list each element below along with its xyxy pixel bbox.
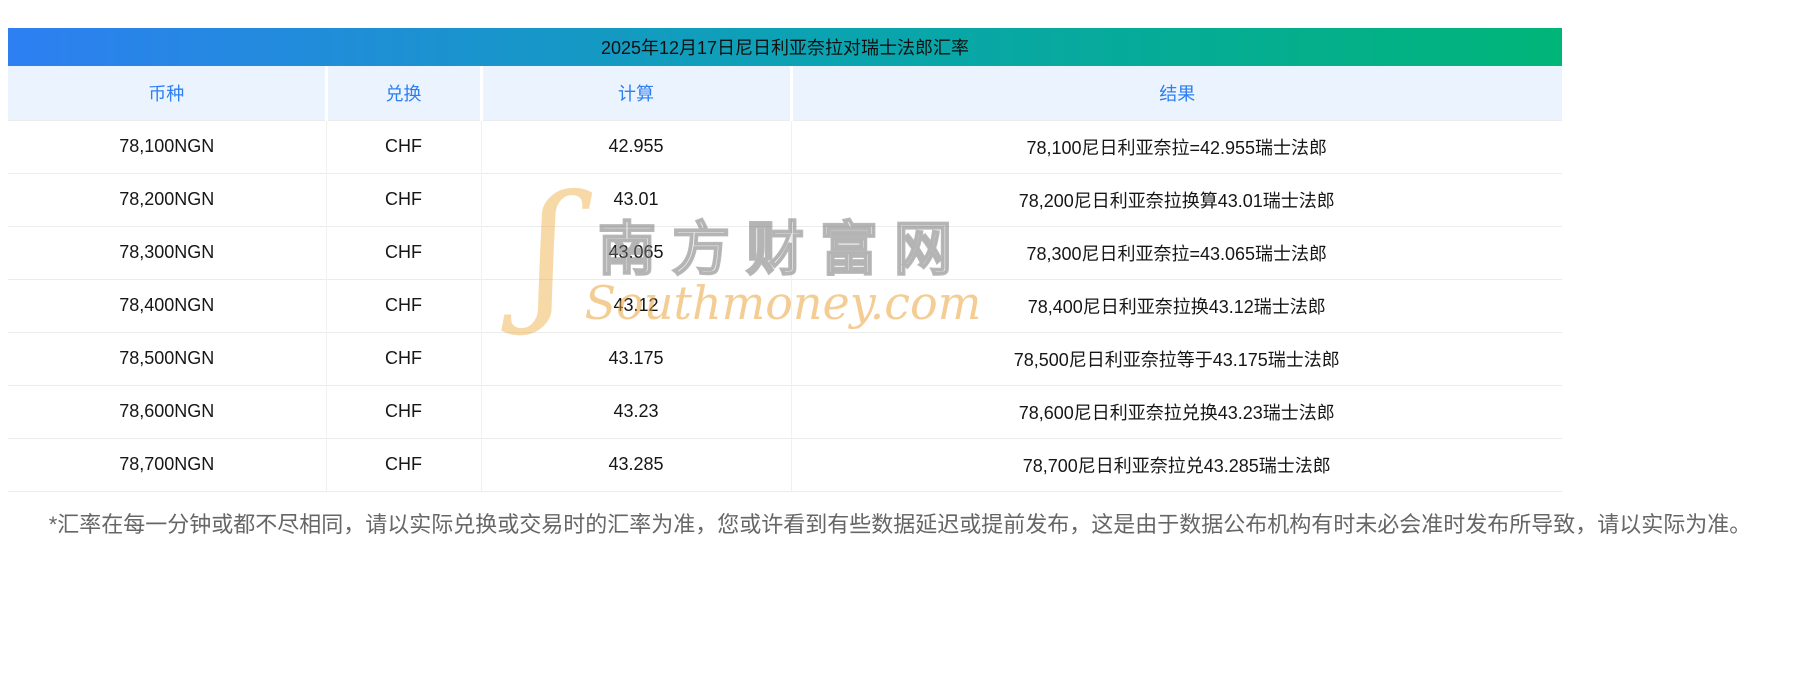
calc-cell: 43.065	[481, 225, 792, 279]
currency-cell: 78,200NGN	[8, 172, 327, 226]
table-row: 78,500NGN CHF 43.175 78,500尼日利亚奈拉等于43.17…	[8, 331, 1562, 385]
result-cell: 78,200尼日利亚奈拉换算43.01瑞士法郎	[791, 172, 1562, 226]
column-header-calc: 计算	[481, 66, 793, 120]
result-cell: 78,600尼日利亚奈拉兑换43.23瑞士法郎	[791, 384, 1562, 438]
currency-cell: 78,400NGN	[8, 278, 327, 332]
exchange-cell: CHF	[326, 278, 482, 332]
calc-cell: 43.01	[481, 172, 792, 226]
currency-cell: 78,600NGN	[8, 384, 327, 438]
result-cell: 78,700尼日利亚奈拉兑43.285瑞士法郎	[791, 437, 1562, 492]
result-cell: 78,100尼日利亚奈拉=42.955瑞士法郎	[791, 119, 1562, 173]
currency-cell: 78,100NGN	[8, 119, 327, 173]
calc-cell: 43.23	[481, 384, 792, 438]
exchange-rate-panel: 2025年12月17日尼日利亚奈拉对瑞士法郎汇率 币种 兑换 计算 结果 78,…	[8, 28, 1562, 492]
page-title: 2025年12月17日尼日利亚奈拉对瑞士法郎汇率	[8, 28, 1562, 66]
currency-cell: 78,300NGN	[8, 225, 327, 279]
currency-cell: 78,700NGN	[8, 437, 327, 492]
exchange-cell: CHF	[326, 437, 482, 492]
exchange-cell: CHF	[326, 384, 482, 438]
exchange-cell: CHF	[326, 172, 482, 226]
exchange-cell: CHF	[326, 331, 482, 385]
column-header-result: 结果	[791, 66, 1562, 120]
exchange-cell: CHF	[326, 119, 482, 173]
exchange-rate-table: 币种 兑换 计算 结果 78,100NGN CHF 42.955 78,100尼…	[8, 66, 1562, 492]
calc-cell: 42.955	[481, 119, 792, 173]
table-row: 78,100NGN CHF 42.955 78,100尼日利亚奈拉=42.955…	[8, 119, 1562, 173]
table-header-row: 币种 兑换 计算 结果	[8, 66, 1562, 120]
table-row: 78,400NGN CHF 43.12 78,400尼日利亚奈拉换43.12瑞士…	[8, 278, 1562, 332]
column-header-currency: 币种	[8, 66, 328, 120]
result-cell: 78,300尼日利亚奈拉=43.065瑞士法郎	[791, 225, 1562, 279]
table-row: 78,200NGN CHF 43.01 78,200尼日利亚奈拉换算43.01瑞…	[8, 172, 1562, 226]
result-cell: 78,400尼日利亚奈拉换43.12瑞士法郎	[791, 278, 1562, 332]
table-row: 78,600NGN CHF 43.23 78,600尼日利亚奈拉兑换43.23瑞…	[8, 384, 1562, 438]
result-cell: 78,500尼日利亚奈拉等于43.175瑞士法郎	[791, 331, 1562, 385]
calc-cell: 43.12	[481, 278, 792, 332]
column-header-exchange: 兑换	[326, 66, 483, 120]
exchange-cell: CHF	[326, 225, 482, 279]
disclaimer-note: *汇率在每一分钟或都不尽相同，请以实际兑换或交易时的汇率为准，您或许看到有些数据…	[48, 511, 1752, 537]
currency-cell: 78,500NGN	[8, 331, 327, 385]
table-row: 78,700NGN CHF 43.285 78,700尼日利亚奈拉兑43.285…	[8, 437, 1562, 492]
table-body: 78,100NGN CHF 42.955 78,100尼日利亚奈拉=42.955…	[8, 119, 1562, 492]
calc-cell: 43.285	[481, 437, 792, 492]
table-row: 78,300NGN CHF 43.065 78,300尼日利亚奈拉=43.065…	[8, 225, 1562, 279]
table-header: 币种 兑换 计算 结果	[8, 66, 1562, 120]
calc-cell: 43.175	[481, 331, 792, 385]
page-title-text: 2025年12月17日尼日利亚奈拉对瑞士法郎汇率	[600, 38, 970, 58]
